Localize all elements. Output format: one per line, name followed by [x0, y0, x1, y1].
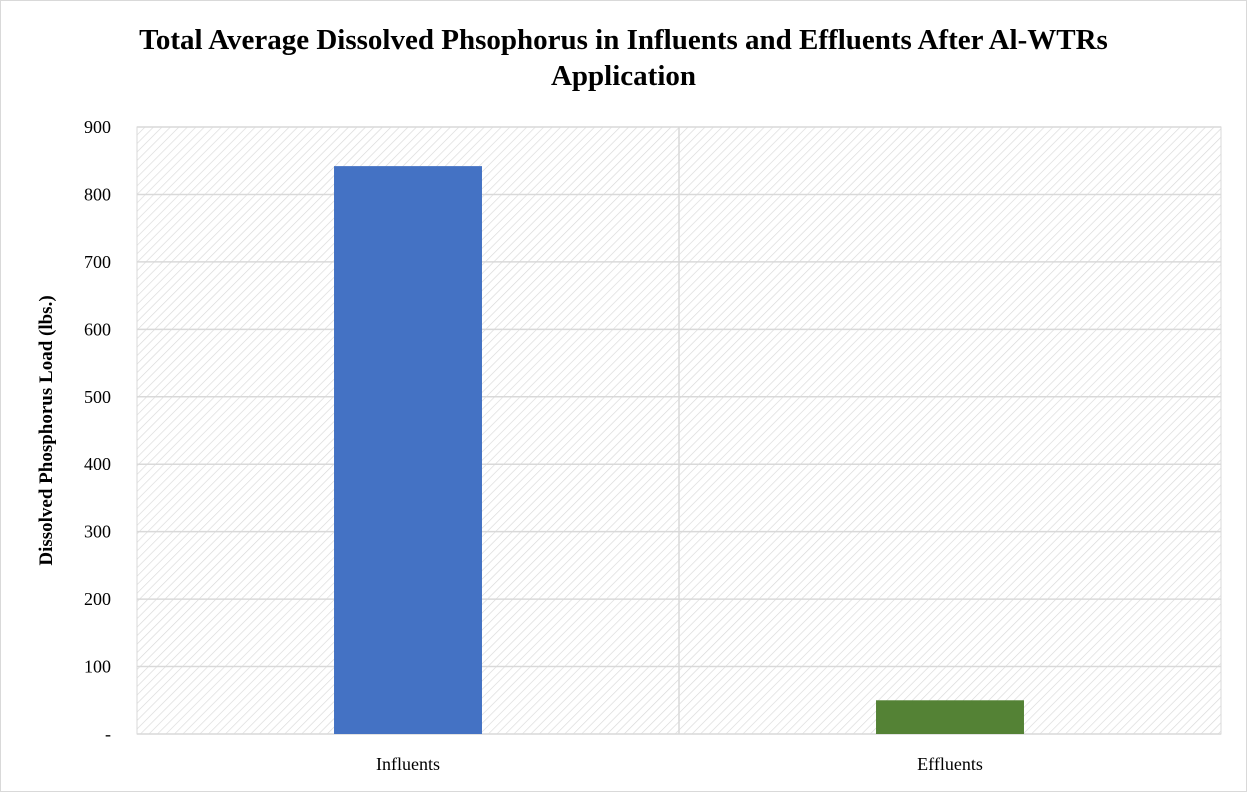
x-tick-label: Influents: [376, 754, 440, 774]
y-tick-label: 700: [84, 252, 111, 272]
y-tick-label: 200: [84, 589, 111, 609]
y-tick-label: 100: [84, 657, 111, 677]
x-tick-label: Effluents: [917, 754, 983, 774]
y-axis-label: Dissolved Phosphorus Load (lbs.): [36, 295, 57, 565]
y-tick-label: 600: [84, 319, 111, 339]
y-axis-ticks: - 100 200 300 400 500 600 700 800 900: [84, 117, 111, 744]
bars: [334, 166, 1024, 734]
y-tick-label: -: [105, 724, 111, 744]
y-tick-label: 800: [84, 184, 111, 204]
bar-effluents: [876, 700, 1024, 734]
y-tick-label: 900: [84, 117, 111, 137]
bar-influents: [334, 166, 482, 734]
y-tick-label: 300: [84, 522, 111, 542]
x-axis-ticks: Influents Effluents: [376, 754, 983, 774]
y-tick-label: 500: [84, 387, 111, 407]
gridlines: [137, 126, 1221, 735]
chart-title: Total Average Dissolved Phsophorus in In…: [139, 24, 1108, 92]
y-tick-label: 400: [84, 454, 111, 474]
